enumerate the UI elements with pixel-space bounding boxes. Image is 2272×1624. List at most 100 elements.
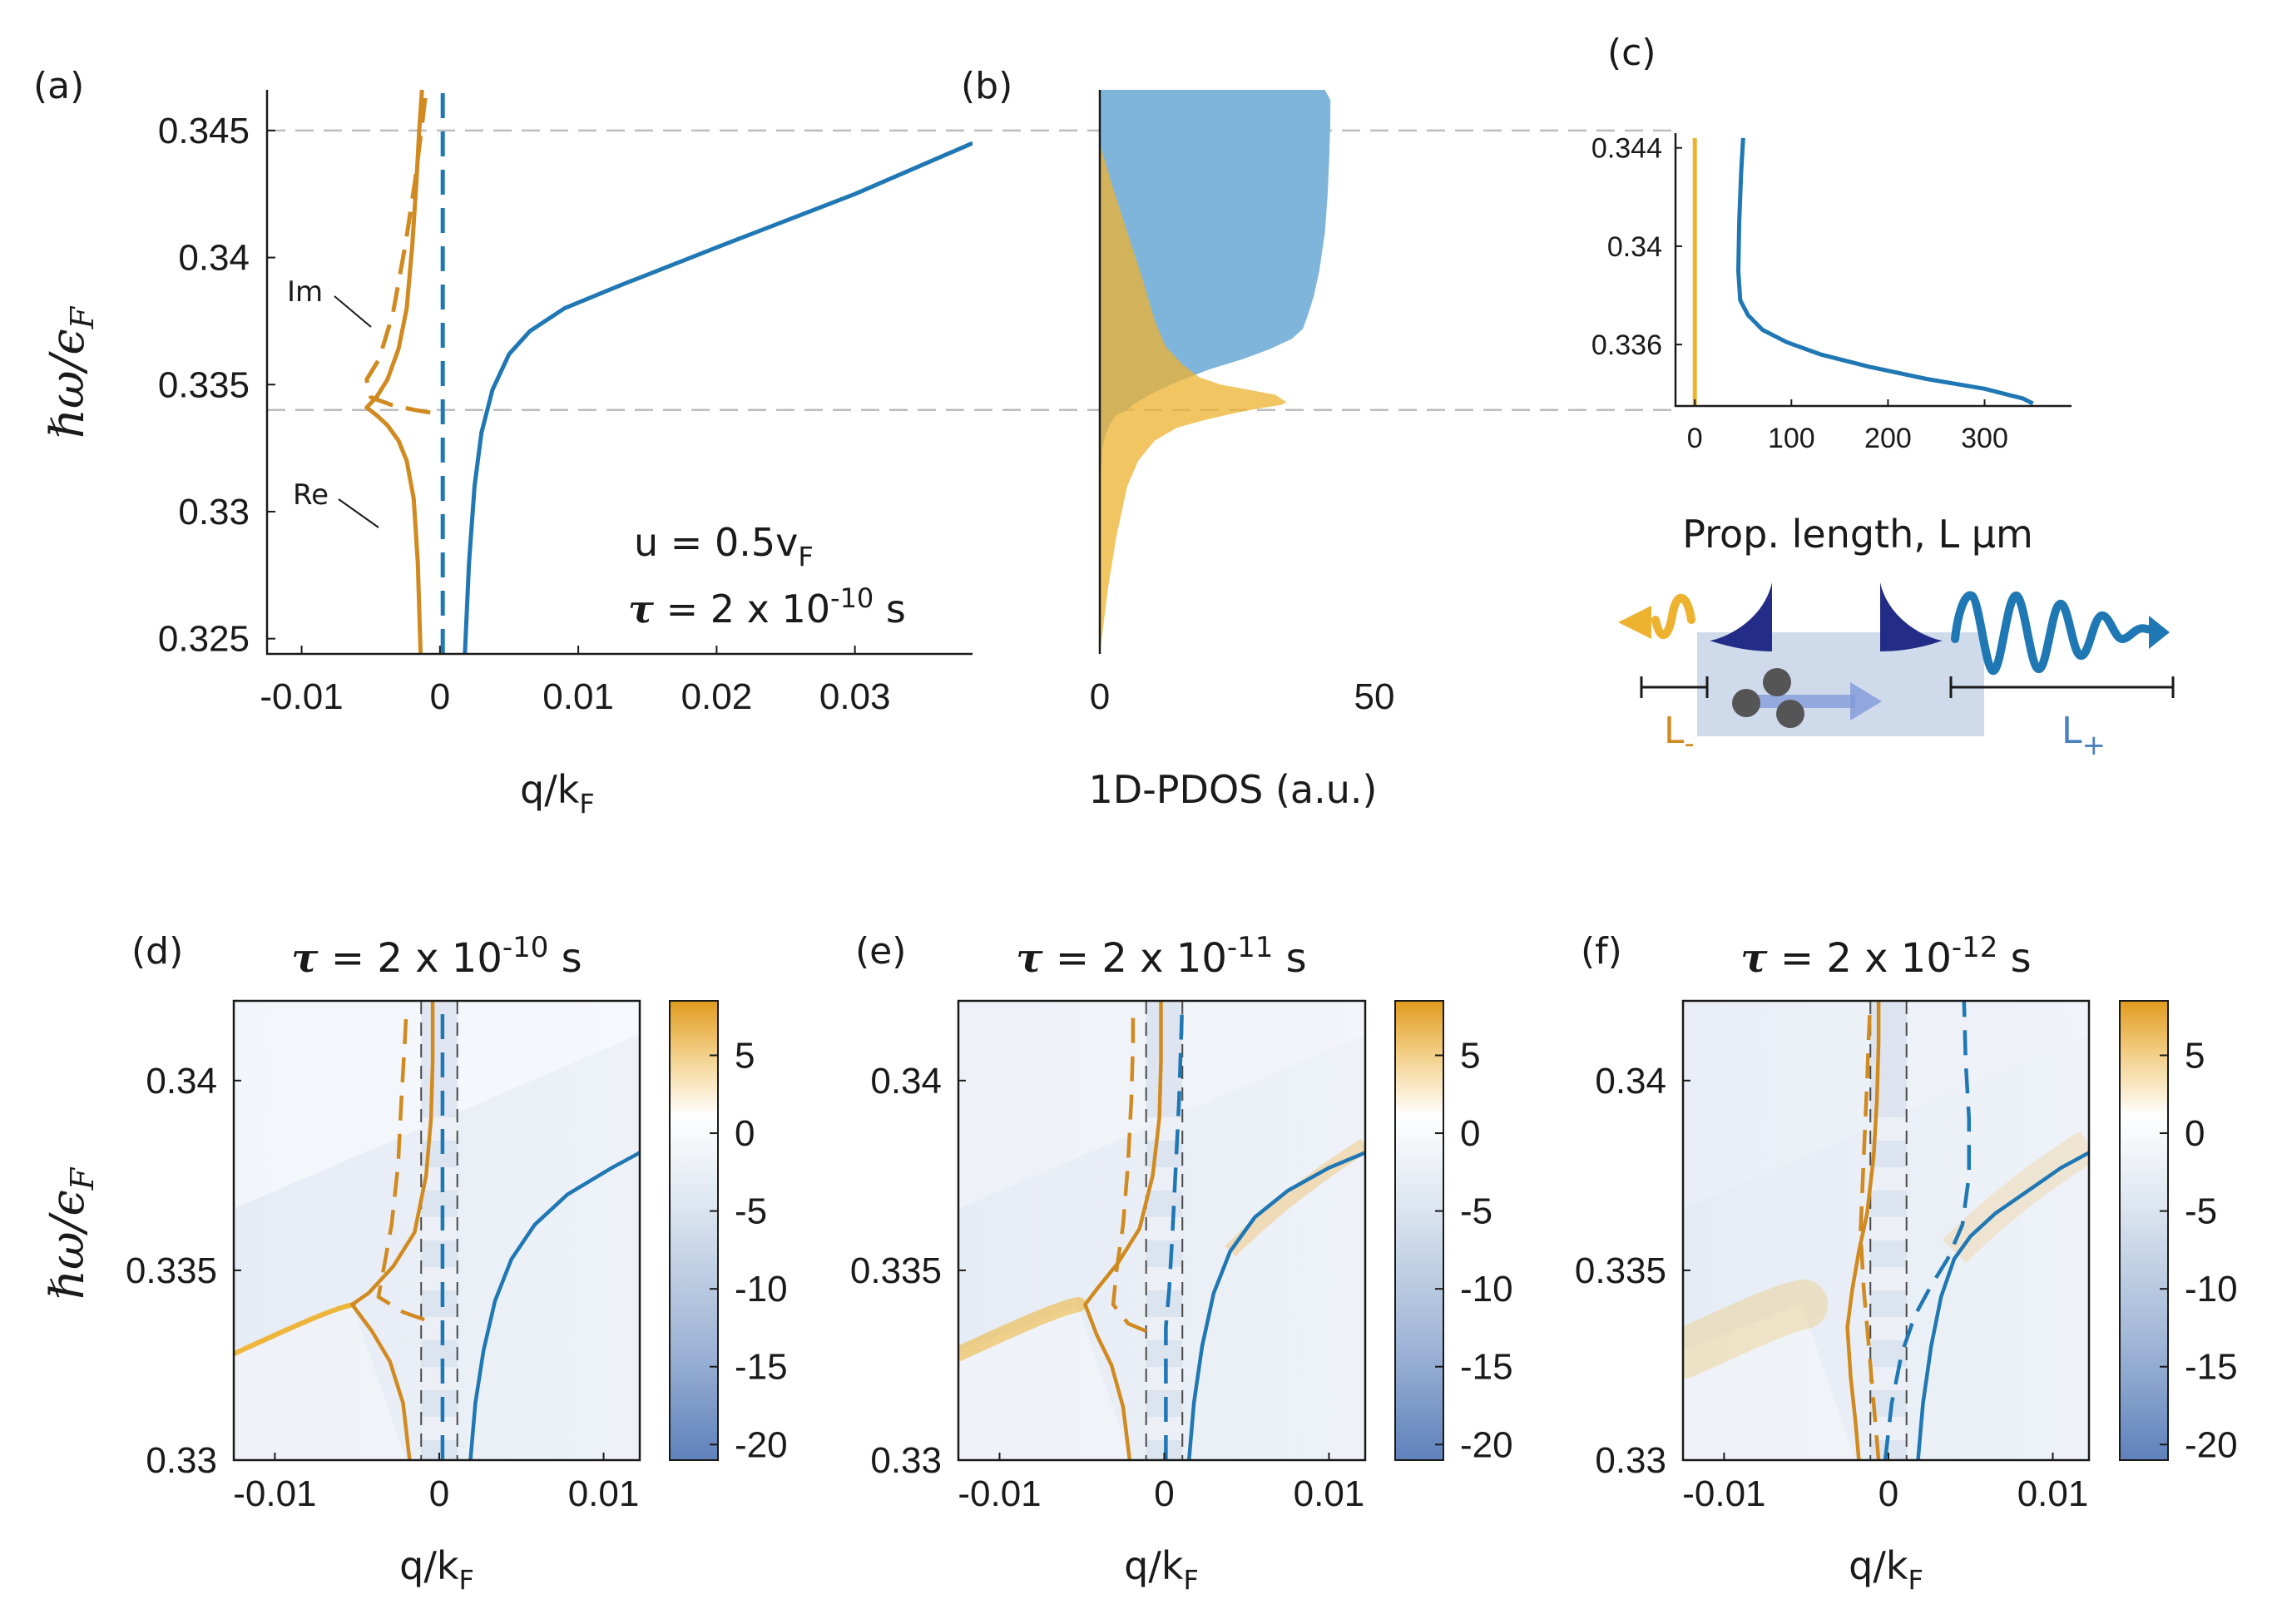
panel-label-f: (f) <box>1581 930 1622 973</box>
panel-d-plot-area <box>234 1001 640 1460</box>
schematic-l-minus-label: L- <box>1664 710 1695 760</box>
panel-e-cbar-tick-label-5: -20 <box>1460 1424 1513 1465</box>
panel-f-cbar-tick-label-0: 5 <box>2185 1035 2205 1076</box>
panel-d-resonance-glow <box>234 1301 357 1357</box>
schematic-left-wave <box>1651 593 1695 640</box>
panel-b-areas <box>1100 90 1331 654</box>
panel-e-cbar-tick-label-1: 0 <box>1460 1113 1480 1154</box>
panel-f-x-label: q/kF <box>1849 1543 1923 1596</box>
panel-e-cbar-tick-label-2: -5 <box>1460 1191 1492 1232</box>
panel-d-band-stripe-4 <box>421 1317 458 1340</box>
panel-e-colorbar <box>1394 1000 1444 1461</box>
schematic-left-evanescent <box>1710 582 1772 651</box>
panel-d-x-label: q/kF <box>399 1543 474 1596</box>
panel-b-xtick-label-1: 50 <box>1354 676 1395 717</box>
panel-a-dispersion: -0.01 0 0.01 0.02 0.03 0.3250.330.3350.340.3… <box>41 90 1679 819</box>
panel-f-series-0 <box>1845 1001 1881 1460</box>
panel-a-ytick-label-4: 0.345 <box>158 111 250 151</box>
panel-e-xtick-label-0: -0.01 <box>958 1473 1041 1514</box>
panel-c-axes <box>1674 133 2072 408</box>
panel-a-xtick-label-1: 0 <box>430 676 450 717</box>
panel-e-series-1 <box>1111 1012 1147 1333</box>
panel-e-cbar-tick-label-4: -15 <box>1460 1347 1513 1388</box>
panel-c-ytick-label-1: 0.34 <box>1607 231 1662 263</box>
panel-a-xtick-label-0: -0.01 <box>260 676 343 717</box>
panel-d-xtick-label-0: -0.01 <box>233 1473 316 1514</box>
panel-a-im-pointer <box>334 295 372 328</box>
panel-a-x-label: q/kF <box>520 767 595 819</box>
panel-f-ytick-label-0: 0.33 <box>1595 1440 1666 1481</box>
panel-e-ytick-label-0: 0.33 <box>870 1440 942 1481</box>
panel-f-cbar-tick-label-2: -5 <box>2185 1191 2217 1232</box>
panel-e-x-label: q/kF <box>1124 1543 1199 1596</box>
panel-e-series-0 <box>1083 1001 1163 1460</box>
panel-a-xtick-label-2: 0.01 <box>542 676 614 717</box>
panel-e-title: τ = 2 x 10-11 s <box>1016 931 1306 982</box>
panel-f-plot-area <box>1683 1001 2089 1460</box>
schematic-right-evanescent <box>1880 582 1943 651</box>
panel-c-ytick-label-0: 0.336 <box>1591 329 1662 361</box>
panel-d-center-band <box>421 1001 458 1460</box>
panel-d-heatmap: -0.01 0 0.01 0.33 0.335 0.34 5 0 -5 -10 -15 -20 <box>126 999 788 1514</box>
schematic-left-arrow-head <box>1618 606 1651 639</box>
schematic-electron-1 <box>1763 668 1791 696</box>
panel-a-y-ticks: 0.325 0.33 0.335 0.34 0.345 <box>158 111 275 660</box>
panel-a-series-1 <box>364 90 431 415</box>
panel-a-ytick-label-2: 0.335 <box>158 364 250 405</box>
panel-c-series-1 <box>1736 137 2034 406</box>
panel-f-band-stripe-1 <box>1870 1167 1907 1191</box>
panel-a-re-annotation: Re <box>293 478 329 512</box>
schematic-plasma-box <box>1697 632 1984 736</box>
panel-f-title: τ = 2 x 10-12 s <box>1740 931 2031 982</box>
panel-e-xtick-label-2: 0.01 <box>1294 1473 1365 1514</box>
panel-label-d: (d) <box>131 930 183 973</box>
panel-a-velocity-label: u = 0.5vF <box>634 520 814 572</box>
schematic-electron-2 <box>1732 689 1760 717</box>
panel-d-band-stripe-3 <box>421 1267 458 1290</box>
panel-f-xtick-label-0: -0.01 <box>1682 1473 1765 1514</box>
schematic-drift-arrow-head <box>1850 682 1882 720</box>
panel-f-band-stripe-5 <box>1870 1367 1907 1390</box>
propagation-schematic: L- L+ <box>1618 582 2175 762</box>
panel-b-pdos: 0 50 1D-PDOS (a.u.) <box>1089 90 1395 812</box>
panel-f-xtick-label-1: 0 <box>1878 1473 1898 1514</box>
panel-d-y-label: ℏω/ϵF <box>41 1166 101 1300</box>
panel-a-curves <box>364 90 973 654</box>
panel-label-c: (c) <box>1607 32 1656 74</box>
panel-a-xtick-label-4: 0.03 <box>819 676 891 717</box>
schematic-right-arrow-head <box>2149 616 2170 649</box>
panel-label-a: (a) <box>33 65 84 107</box>
panel-d-ytick-label-2: 0.34 <box>146 1061 217 1102</box>
panel-d-series-1 <box>376 1012 425 1322</box>
schematic-l-plus-label: L+ <box>2062 710 2106 762</box>
panel-c-x-ticks: 0 100 200 300 <box>1687 399 2008 454</box>
panel-d-cbar-tick-label-1: 0 <box>735 1113 755 1154</box>
panel-f-ytick-label-1: 0.335 <box>1575 1250 1666 1291</box>
panel-a-ytick-label-1: 0.33 <box>178 492 250 532</box>
panel-a-re-pointer <box>338 498 379 528</box>
panel-f-cbar-tick-label-1: 0 <box>2185 1113 2205 1154</box>
panel-d-band-stripe-5 <box>421 1367 458 1390</box>
panel-a-reference-lines <box>267 129 1679 412</box>
panel-e-axes <box>957 999 1367 1462</box>
panel-d-cbar-tick-label-0: 5 <box>735 1035 755 1076</box>
panel-f-band-stripe-4 <box>1870 1317 1907 1340</box>
panel-f-lower-left <box>1683 1304 1856 1460</box>
panel-e-series-3 <box>1186 1151 1365 1460</box>
panel-e-cbar-tick-label-0: 5 <box>1460 1035 1480 1076</box>
panel-a-series-3 <box>463 141 973 654</box>
panel-e-ytick-label-2: 0.34 <box>870 1061 942 1102</box>
panel-c-propagation-length: 0 100 200 300 0.336 0.34 0.344 Prop. length, … <box>1591 133 2072 557</box>
panel-d-band-stripe-0 <box>421 1117 458 1141</box>
panel-f-resonance-glow <box>1683 1279 1829 1379</box>
panel-c-xtick-label-1: 100 <box>1768 423 1815 454</box>
panel-f-cbar-tick-label-3: -10 <box>2185 1269 2238 1310</box>
panel-d-axes <box>232 999 641 1462</box>
panel-a-y-label: ℏω/ϵF <box>41 305 101 438</box>
panel-e-resonance-glow <box>958 1296 1087 1362</box>
panel-a-ytick-label-3: 0.34 <box>178 238 250 279</box>
panel-e-lower-left <box>958 1304 1131 1460</box>
panel-a-x-ticks: -0.01 0 0.01 0.02 0.03 <box>260 646 890 717</box>
panel-b-x-ticks: 0 50 <box>1090 676 1395 717</box>
panel-d-cbar-tick-label-4: -15 <box>735 1347 788 1388</box>
